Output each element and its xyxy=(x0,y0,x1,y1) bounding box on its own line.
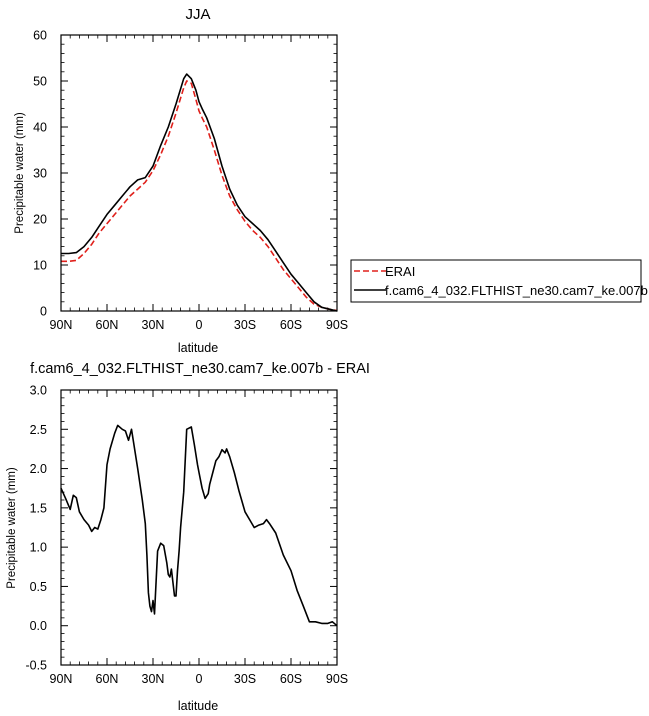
x-tick-label: 90N xyxy=(50,672,73,686)
series-lines xyxy=(60,424,338,627)
x-tick-label: 30S xyxy=(234,672,256,686)
series-lines xyxy=(61,73,338,312)
series-line-model xyxy=(61,73,338,312)
y-tick-label: 2.5 xyxy=(30,423,47,437)
y-tick-labels: -0.5 0.0 0.5 1.0 1.5 2.0 2.5 3.0 xyxy=(25,384,47,673)
series-line-difference xyxy=(60,424,338,627)
y-axis-label: Precipitable water (mm) xyxy=(6,467,18,589)
x-tick-label: 90S xyxy=(326,318,348,332)
y-tick-label: 0 xyxy=(40,305,47,319)
x-tick-labels: 90N 60N 30N 0 30S 60S 90S xyxy=(50,672,349,686)
x-tick-label: 60S xyxy=(280,318,302,332)
legend-box xyxy=(350,259,642,303)
x-tick-label: 30N xyxy=(142,672,165,686)
x-tick-label: 60N xyxy=(96,318,119,332)
y-tick-label: 20 xyxy=(33,213,47,227)
x-tick-labels: 90N 60N 30N 0 30S 60S 90S xyxy=(50,318,349,332)
tick-marks xyxy=(60,389,338,666)
y-tick-label: -0.5 xyxy=(25,659,47,673)
x-tick-label: 30S xyxy=(234,318,256,332)
x-tick-label: 30N xyxy=(142,318,165,332)
chart-title: f.cam6_4_032.FLTHIST_ne30.cam7_ke.007b -… xyxy=(30,361,370,377)
y-tick-label: 40 xyxy=(33,121,47,135)
y-tick-labels: 0 10 20 30 40 50 60 xyxy=(33,29,47,319)
panel-bottom-chart: f.cam6_4_032.FLTHIST_ne30.cam7_ke.007b -… xyxy=(6,361,370,713)
y-tick-label: 1.5 xyxy=(30,501,47,515)
y-tick-label: 60 xyxy=(33,29,47,43)
y-axis-label: Precipitable water (mm) xyxy=(14,112,26,234)
series-line-erai xyxy=(61,80,338,312)
y-tick-label: 3.0 xyxy=(30,384,47,398)
y-tick-label: 50 xyxy=(33,75,47,89)
tick-marks xyxy=(60,34,338,312)
y-tick-label: 0.5 xyxy=(30,580,47,594)
x-tick-label: 90S xyxy=(326,672,348,686)
plot-frame xyxy=(60,389,338,666)
y-tick-label: 10 xyxy=(33,259,47,273)
x-axis-label: latitude xyxy=(178,699,218,713)
x-tick-label: 60S xyxy=(280,672,302,686)
y-tick-label: 1.0 xyxy=(30,541,47,555)
chart-title: JJA xyxy=(185,6,210,23)
x-tick-label: 0 xyxy=(196,318,203,332)
plot-frame xyxy=(60,34,338,312)
legend-label-model: f.cam6_4_032.FLTHIST_ne30.cam7_ke.007b xyxy=(385,283,648,298)
y-tick-label: 2.0 xyxy=(30,462,47,476)
x-tick-label: 90N xyxy=(50,318,73,332)
x-axis-label: latitude xyxy=(178,341,218,355)
panel-top-chart: JJA Precipitable water (mm) latitude 0 10… xyxy=(14,6,648,355)
y-tick-label: 30 xyxy=(33,167,47,181)
legend: ERAI f.cam6_4_032.FLTHIST_ne30.cam7_ke.0… xyxy=(350,259,648,303)
legend-label-erai: ERAI xyxy=(385,264,415,279)
x-tick-label: 0 xyxy=(196,672,203,686)
x-tick-label: 60N xyxy=(96,672,119,686)
y-tick-label: 0.0 xyxy=(30,619,47,633)
